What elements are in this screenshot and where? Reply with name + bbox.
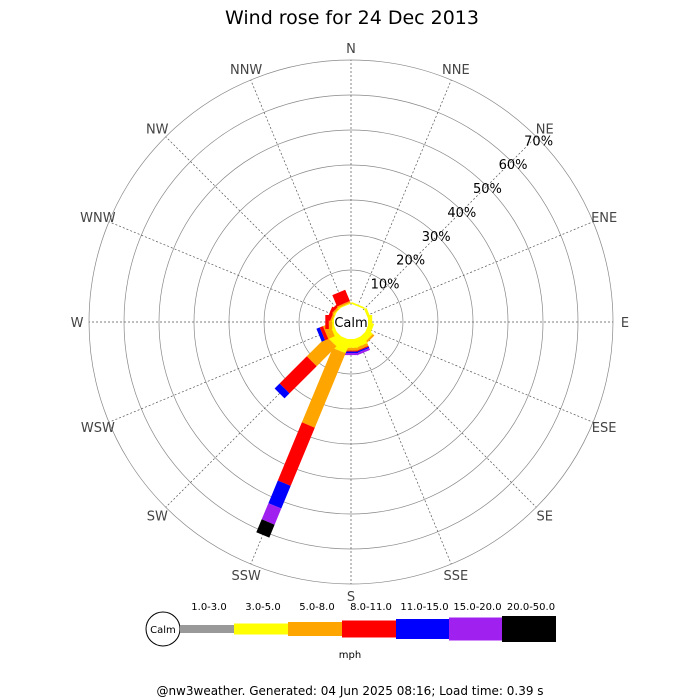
grid-spoke <box>250 79 345 307</box>
grid-spoke <box>366 221 594 316</box>
legend-bin-label: 11.0-15.0 <box>400 602 448 613</box>
petal-segment <box>301 348 346 428</box>
legend-swatch <box>288 622 342 636</box>
radial-tick-label: 30% <box>422 230 451 245</box>
radial-tick-labels: 10% 20% 30% 40% 50% 60% 70% <box>371 134 553 292</box>
footer-text: @nw3weather. Generated: 04 Jun 2025 08:1… <box>156 684 543 698</box>
direction-label: WSW <box>81 421 115 436</box>
grid-spoke <box>357 337 452 565</box>
legend-bin-label: 20.0-50.0 <box>507 602 555 613</box>
legend-swatch <box>502 616 556 642</box>
grid-spoke <box>366 328 594 423</box>
legend-unit: mph <box>339 650 361 661</box>
direction-label: N <box>346 42 356 57</box>
legend-bin-label: 15.0-20.0 <box>453 602 501 613</box>
petal-segment <box>351 302 365 309</box>
petal-segment <box>344 350 358 352</box>
grid-spoke <box>362 136 537 311</box>
petal-segment <box>356 348 371 356</box>
radial-tick-label: 10% <box>371 278 400 293</box>
petal-segment <box>337 302 351 309</box>
direction-label: SE <box>537 510 553 525</box>
radial-tick-label: 20% <box>396 254 425 269</box>
petal-segment <box>306 336 337 367</box>
calm-circle <box>334 305 368 339</box>
direction-label: WNW <box>80 211 116 226</box>
petal-segment <box>316 327 325 342</box>
petal-segment <box>261 503 282 525</box>
grid-spoke <box>165 136 340 311</box>
grid-spoke <box>108 221 336 316</box>
direction-label: S <box>347 590 355 605</box>
grid-spoke <box>362 333 537 508</box>
grid-ring <box>298 269 404 375</box>
petal-segment <box>344 353 358 356</box>
petal-segment <box>332 289 350 307</box>
chart-title: Wind rose for 24 Dec 2013 <box>225 7 479 29</box>
grid-spoke <box>357 79 452 307</box>
legend-bin-label: 3.0-5.0 <box>245 602 280 613</box>
legend-bin-label: 1.0-3.0 <box>191 602 226 613</box>
radial-tick-label: 60% <box>499 158 528 173</box>
direction-labels: N NNE NE ENE E ESE SE SSE S SSW SW WSW W WNW NW NNW <box>71 42 630 605</box>
wind-petals <box>256 289 375 538</box>
direction-label: SSE <box>443 569 468 584</box>
radial-tick-label: 50% <box>473 182 502 197</box>
petal-segment <box>355 345 369 352</box>
direction-label: NW <box>146 122 169 137</box>
petal-segment <box>355 346 370 354</box>
legend-swatch <box>396 619 449 639</box>
petal-segment <box>256 519 275 538</box>
legend-calm-label: Calm <box>150 625 176 636</box>
legend-swatch <box>234 623 288 635</box>
legend-swatch <box>449 617 502 641</box>
legend-swatch <box>342 620 396 638</box>
petal-segment <box>277 422 315 486</box>
legend: Calm 1.0-3.0 3.0-5.0 5.0-8.0 8.0-11.0 11.0-15… <box>145 602 556 661</box>
direction-label: NNW <box>230 63 262 78</box>
petal-segment <box>344 351 358 353</box>
radial-tick-label: 70% <box>524 134 553 149</box>
calm-label: Calm <box>334 316 367 331</box>
direction-label: W <box>71 316 84 331</box>
direction-label: NNE <box>442 63 470 78</box>
direction-label: NE <box>536 122 554 137</box>
petal-segment <box>268 480 291 509</box>
petal-segment <box>274 383 290 399</box>
legend-bin-label: 8.0-11.0 <box>350 602 392 613</box>
direction-label: E <box>621 316 629 331</box>
grid-spoke <box>108 328 336 423</box>
direction-label: ESE <box>592 421 617 436</box>
direction-label: SSW <box>231 569 261 584</box>
polar-grid <box>88 59 614 585</box>
legend-bin-label: 5.0-8.0 <box>299 602 334 613</box>
legend-swatch <box>180 625 234 633</box>
direction-label: ENE <box>591 211 617 226</box>
direction-label: SW <box>147 510 168 525</box>
petal-segment <box>319 326 329 341</box>
petal-segment <box>279 356 317 394</box>
petal-segment <box>337 301 351 308</box>
grid-ring <box>158 129 544 515</box>
radial-tick-label: 40% <box>447 206 476 221</box>
